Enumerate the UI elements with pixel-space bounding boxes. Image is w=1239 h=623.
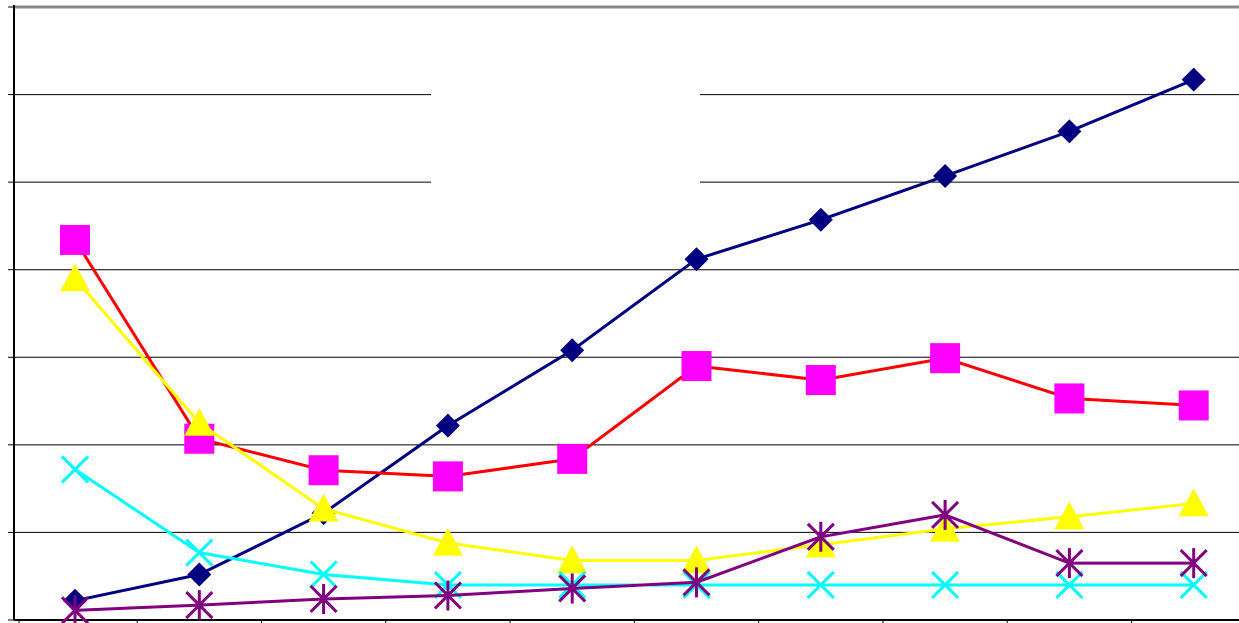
data-point	[185, 538, 214, 567]
series-1	[63, 67, 1206, 613]
data-point	[185, 590, 214, 621]
data-point	[806, 521, 835, 552]
data-point	[60, 224, 90, 255]
data-point	[1055, 570, 1084, 600]
data-point	[557, 545, 588, 574]
data-point	[931, 570, 960, 600]
data-point	[309, 583, 338, 614]
data-point	[806, 570, 835, 600]
series-5	[60, 499, 1208, 623]
data-point	[1057, 119, 1082, 144]
series-layer	[60, 67, 1209, 623]
series-3	[60, 263, 1209, 574]
series-line	[73, 277, 1194, 562]
axes	[8, 5, 1239, 623]
data-point	[60, 595, 90, 623]
data-point	[1055, 548, 1084, 579]
data-point	[805, 365, 836, 396]
data-point	[1181, 67, 1206, 92]
data-point	[184, 407, 215, 436]
series-line	[73, 239, 1194, 478]
data-point	[1178, 488, 1209, 517]
data-point	[931, 499, 960, 530]
data-point	[558, 573, 587, 604]
data-point	[432, 461, 463, 492]
data-point	[933, 164, 958, 189]
data-point	[682, 567, 711, 598]
data-point	[684, 247, 709, 272]
series-line	[74, 513, 1194, 612]
data-point	[308, 455, 339, 486]
series-2	[60, 224, 1209, 492]
series-line	[74, 78, 1195, 603]
data-point	[560, 338, 585, 363]
data-point	[60, 455, 90, 484]
data-point	[1179, 570, 1208, 600]
data-point	[681, 545, 712, 574]
data-point	[433, 580, 462, 611]
data-point	[1179, 548, 1208, 579]
data-point	[681, 351, 712, 382]
data-point	[308, 493, 339, 522]
data-point	[1054, 383, 1085, 414]
data-point	[1178, 390, 1209, 421]
data-point	[557, 443, 588, 474]
data-point	[187, 562, 212, 587]
data-point	[309, 560, 338, 589]
series-line	[74, 468, 1194, 587]
data-point	[1054, 501, 1085, 530]
data-point	[930, 343, 961, 374]
data-point	[432, 527, 463, 556]
data-point	[435, 413, 460, 438]
data-point	[808, 207, 833, 232]
data-point	[60, 263, 90, 292]
series-4	[60, 455, 1208, 600]
